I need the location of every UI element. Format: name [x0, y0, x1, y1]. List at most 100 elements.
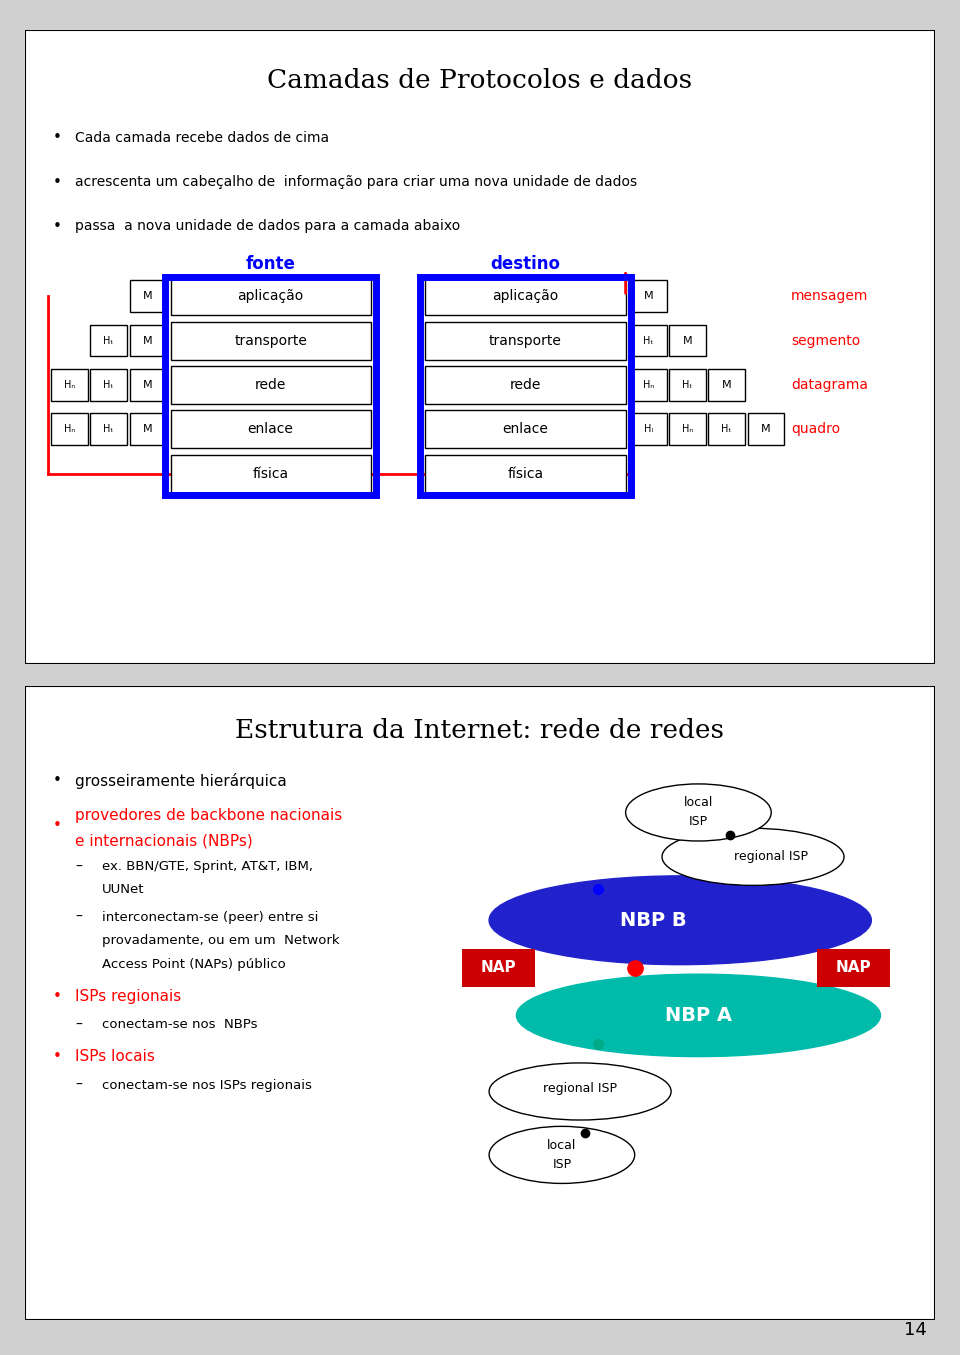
Text: destino: destino — [491, 256, 561, 274]
FancyBboxPatch shape — [669, 413, 706, 446]
Text: ISP: ISP — [552, 1159, 571, 1171]
Text: interconectam-se (peer) entre si: interconectam-se (peer) entre si — [103, 911, 319, 924]
Text: Estrutura da Internet: rede de redes: Estrutura da Internet: rede de redes — [235, 718, 725, 743]
FancyBboxPatch shape — [130, 369, 166, 401]
Text: NAP: NAP — [835, 961, 871, 976]
Text: M: M — [143, 291, 153, 301]
Text: Access Point (NAPs) público: Access Point (NAPs) público — [103, 958, 286, 970]
Text: Hₜ: Hₜ — [104, 379, 114, 390]
Text: rede: rede — [255, 378, 286, 392]
Text: Hₗ: Hₗ — [644, 424, 653, 435]
Text: aplicação: aplicação — [237, 289, 303, 304]
Text: regional ISP: regional ISP — [543, 1081, 617, 1095]
FancyBboxPatch shape — [130, 280, 166, 312]
Text: local: local — [547, 1140, 577, 1152]
Ellipse shape — [489, 1062, 671, 1121]
Text: Hₜ: Hₜ — [722, 424, 732, 435]
Text: M: M — [722, 379, 732, 390]
Text: Hₙ: Hₙ — [643, 379, 654, 390]
Text: local: local — [684, 797, 713, 809]
Ellipse shape — [489, 875, 872, 965]
FancyBboxPatch shape — [171, 278, 371, 316]
Text: UUNet: UUNet — [103, 883, 145, 896]
Text: transporte: transporte — [489, 333, 562, 347]
Text: 14: 14 — [903, 1321, 926, 1339]
Text: –: – — [75, 911, 82, 924]
Text: NBP A: NBP A — [665, 1005, 732, 1024]
Text: M: M — [143, 336, 153, 346]
Text: acrescenta um cabeçalho de  informação para criar uma nova unidade de dados: acrescenta um cabeçalho de informação pa… — [75, 175, 637, 188]
FancyBboxPatch shape — [669, 369, 706, 401]
FancyBboxPatch shape — [51, 369, 87, 401]
FancyBboxPatch shape — [171, 366, 371, 404]
Text: provedores de backbone nacionais: provedores de backbone nacionais — [75, 808, 343, 822]
Text: física: física — [508, 466, 543, 481]
Text: conectam-se nos ISPs regionais: conectam-se nos ISPs regionais — [103, 1079, 312, 1092]
Text: •: • — [52, 220, 61, 234]
Text: M: M — [643, 291, 653, 301]
FancyBboxPatch shape — [171, 411, 371, 449]
FancyBboxPatch shape — [171, 455, 371, 493]
Text: datagrama: datagrama — [791, 378, 868, 392]
Text: M: M — [683, 336, 692, 346]
FancyBboxPatch shape — [51, 413, 87, 446]
Text: conectam-se nos  NBPs: conectam-se nos NBPs — [103, 1019, 258, 1031]
Text: –: – — [75, 1018, 82, 1033]
FancyBboxPatch shape — [425, 278, 626, 316]
Text: Hₜ: Hₜ — [104, 424, 114, 435]
Text: Hₙ: Hₙ — [64, 379, 75, 390]
FancyBboxPatch shape — [708, 369, 745, 401]
Text: Hₜ: Hₜ — [683, 379, 693, 390]
FancyBboxPatch shape — [630, 280, 666, 312]
Text: •: • — [52, 989, 61, 1004]
FancyBboxPatch shape — [708, 413, 745, 446]
FancyBboxPatch shape — [817, 948, 890, 986]
Text: mensagem: mensagem — [791, 289, 869, 304]
Text: •: • — [52, 175, 61, 190]
Text: provadamente, ou em um  Network: provadamente, ou em um Network — [103, 934, 340, 947]
Text: quadro: quadro — [791, 423, 840, 436]
FancyBboxPatch shape — [630, 413, 666, 446]
Text: M: M — [761, 424, 771, 435]
Text: e internacionais (NBPs): e internacionais (NBPs) — [75, 833, 252, 848]
Text: •: • — [52, 817, 61, 832]
Text: –: – — [75, 1079, 82, 1092]
FancyBboxPatch shape — [630, 369, 666, 401]
Text: NBP B: NBP B — [619, 911, 686, 930]
Ellipse shape — [662, 828, 844, 885]
Text: ISP: ISP — [689, 816, 708, 828]
Text: •: • — [52, 130, 61, 145]
Ellipse shape — [626, 785, 771, 841]
Text: NAP: NAP — [480, 961, 516, 976]
Text: regional ISP: regional ISP — [734, 851, 808, 863]
Text: Hₜ: Hₜ — [643, 336, 654, 346]
FancyBboxPatch shape — [90, 369, 127, 401]
FancyBboxPatch shape — [748, 413, 784, 446]
Text: ISPs locais: ISPs locais — [75, 1049, 155, 1064]
Text: enlace: enlace — [248, 423, 294, 436]
Text: aplicação: aplicação — [492, 289, 559, 304]
Text: enlace: enlace — [503, 423, 548, 436]
Text: •: • — [52, 774, 61, 789]
Text: grosseiramente hierárquica: grosseiramente hierárquica — [75, 772, 287, 789]
FancyBboxPatch shape — [25, 30, 935, 664]
Text: ex. BBN/GTE, Sprint, AT&T, IBM,: ex. BBN/GTE, Sprint, AT&T, IBM, — [103, 860, 313, 873]
FancyBboxPatch shape — [425, 321, 626, 359]
FancyBboxPatch shape — [25, 686, 935, 1320]
Text: segmento: segmento — [791, 333, 860, 347]
FancyBboxPatch shape — [669, 325, 706, 356]
FancyBboxPatch shape — [462, 948, 535, 986]
FancyBboxPatch shape — [171, 321, 371, 359]
FancyBboxPatch shape — [90, 325, 127, 356]
Text: ISPs regionais: ISPs regionais — [75, 989, 181, 1004]
Text: Hₜ: Hₜ — [104, 336, 114, 346]
FancyBboxPatch shape — [425, 411, 626, 449]
Text: fonte: fonte — [246, 256, 296, 274]
Text: passa  a nova unidade de dados para a camada abaixo: passa a nova unidade de dados para a cam… — [75, 220, 460, 233]
Text: Hₙ: Hₙ — [682, 424, 693, 435]
Ellipse shape — [516, 974, 880, 1057]
Text: M: M — [143, 379, 153, 390]
Text: •: • — [52, 1049, 61, 1064]
Text: Cada camada recebe dados de cima: Cada camada recebe dados de cima — [75, 130, 329, 145]
FancyBboxPatch shape — [425, 455, 626, 493]
